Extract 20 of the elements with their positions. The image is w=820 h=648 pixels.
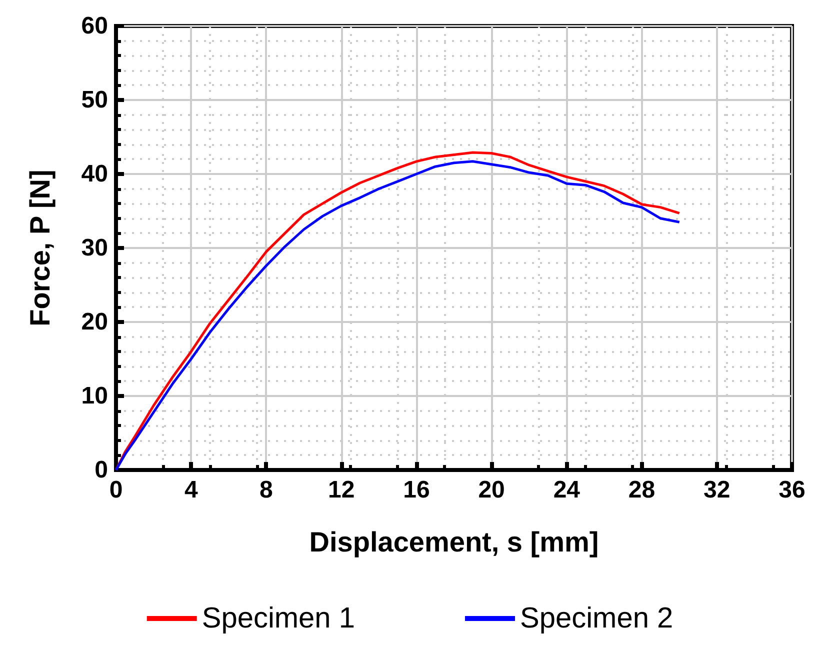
y-tick-label: 30 bbox=[81, 234, 108, 262]
y-tick-label: 0 bbox=[94, 456, 108, 484]
y-axis-title: Force, P [N] bbox=[24, 170, 56, 326]
x-tick-label: 8 bbox=[260, 476, 273, 504]
x-tick-label: 24 bbox=[553, 476, 581, 504]
x-tick-label: 20 bbox=[478, 476, 505, 504]
x-tick-label: 32 bbox=[704, 476, 730, 504]
x-axis-title: Displacement, s [mm] bbox=[309, 526, 599, 558]
y-tick-label: 60 bbox=[81, 12, 108, 40]
x-tick-label: 16 bbox=[403, 476, 430, 504]
legend-label: Specimen 1 bbox=[202, 602, 356, 634]
y-tick-label: 50 bbox=[81, 86, 108, 114]
y-tick-label: 10 bbox=[81, 382, 108, 410]
x-tick-label: 28 bbox=[628, 476, 656, 504]
x-tick-label: 12 bbox=[328, 476, 355, 504]
y-tick-label: 20 bbox=[81, 308, 108, 336]
legend-label: Specimen 2 bbox=[520, 602, 674, 634]
x-tick-label: 36 bbox=[778, 476, 806, 504]
x-tick-label: 4 bbox=[184, 476, 198, 504]
y-tick-label: 40 bbox=[81, 160, 108, 188]
